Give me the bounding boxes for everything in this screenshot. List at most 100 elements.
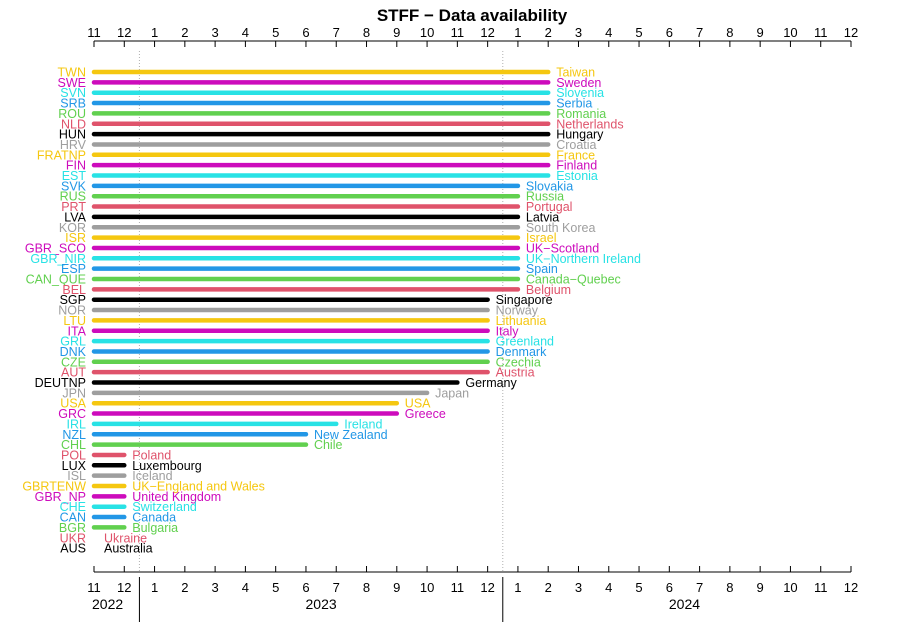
bottom-tick-label: 8 xyxy=(726,580,733,595)
country-code-label: DEUTNP xyxy=(35,376,86,390)
country-code-label: GBR_SCO xyxy=(25,241,86,255)
country-name-label: Austria xyxy=(496,366,535,380)
bottom-tick-label: 12 xyxy=(480,580,494,595)
country-name-label: Iceland xyxy=(132,469,172,483)
country-code-label: GRC xyxy=(58,407,86,421)
top-tick-label: 2 xyxy=(181,25,188,40)
country-name-label: Italy xyxy=(496,324,520,338)
country-code-labels: TWNSWESVNSRBROUNLDHUNHRVFRATNPFINESTSVKR… xyxy=(22,66,86,556)
country-code-label: KOR xyxy=(59,221,86,235)
country-code-label: FRATNP xyxy=(37,148,86,162)
top-tick-label: 1 xyxy=(514,25,521,40)
country-code-label: ROU xyxy=(58,107,86,121)
bottom-tick-label: 8 xyxy=(363,580,370,595)
year-label: 2023 xyxy=(306,596,337,612)
top-tick-label: 5 xyxy=(635,25,642,40)
availability-bars xyxy=(91,69,551,530)
country-code-label: SWE xyxy=(58,76,86,90)
top-tick-label: 10 xyxy=(783,25,797,40)
country-name-label: Slovenia xyxy=(556,86,604,100)
country-code-label: GBR_NIR xyxy=(30,252,86,266)
chart-title: STFF − Data availability xyxy=(377,6,568,25)
top-tick-label: 6 xyxy=(302,25,309,40)
country-name-label: South Korea xyxy=(526,221,596,235)
country-name-label: Estonia xyxy=(556,169,598,183)
country-name-label: Ukraine xyxy=(104,531,147,545)
country-code-label: TWN xyxy=(58,66,86,80)
top-tick-label: 11 xyxy=(451,25,465,40)
top-tick-label: 8 xyxy=(726,25,733,40)
top-tick-label: 3 xyxy=(212,25,219,40)
top-tick-label: 9 xyxy=(757,25,764,40)
country-name-label: Japan xyxy=(435,386,469,400)
country-name-label: Greece xyxy=(405,407,446,421)
country-name-label: Canada xyxy=(132,511,176,525)
country-name-label: Switzerland xyxy=(132,500,197,514)
country-code-label: DNK xyxy=(60,345,87,359)
country-name-label: Canada−Quebec xyxy=(526,273,621,287)
year-label: 2022 xyxy=(92,596,123,612)
country-code-label: NOR xyxy=(58,304,86,318)
country-code-label: NLD xyxy=(61,117,86,131)
country-name-label: Singapore xyxy=(496,293,553,307)
country-name-label: New Zealand xyxy=(314,428,388,442)
country-code-label: ITA xyxy=(67,324,86,338)
country-name-label: Ireland xyxy=(344,417,382,431)
country-code-label: CHL xyxy=(61,438,86,452)
top-tick-label: 4 xyxy=(242,25,249,40)
bottom-tick-label: 5 xyxy=(635,580,642,595)
bottom-tick-label: 4 xyxy=(242,580,249,595)
bottom-tick-label: 12 xyxy=(844,580,858,595)
country-name-label: Belgium xyxy=(526,283,571,297)
country-name-label: UK−Scotland xyxy=(526,241,599,255)
country-name-label: UK−Northern Ireland xyxy=(526,252,641,266)
country-code-label: BEL xyxy=(62,283,86,297)
country-code-label: AUT xyxy=(61,366,86,380)
bottom-tick-label: 7 xyxy=(696,580,703,595)
country-name-label: Croatia xyxy=(556,138,596,152)
country-code-label: SGP xyxy=(60,293,86,307)
country-code-label: EST xyxy=(62,169,87,183)
country-code-label: JPN xyxy=(62,386,86,400)
country-name-label: Bulgaria xyxy=(132,521,178,535)
bottom-tick-label: 5 xyxy=(272,580,279,595)
top-tick-label: 7 xyxy=(333,25,340,40)
country-name-label: Russia xyxy=(526,190,564,204)
top-tick-label: 1 xyxy=(151,25,158,40)
country-code-label: FIN xyxy=(66,159,86,173)
country-code-label: AUS xyxy=(60,542,86,556)
bottom-tick-label: 11 xyxy=(814,580,828,595)
country-name-label: Hungary xyxy=(556,128,604,142)
bottom-tick-label: 7 xyxy=(333,580,340,595)
country-code-label: SVN xyxy=(60,86,86,100)
bottom-tick-label: 2 xyxy=(545,580,552,595)
country-name-label: France xyxy=(556,148,595,162)
top-axis: 11 12 1 2 3 4 5 6 7 8 9 10 11 12 1 2 3 4 5 6 7 8 9 10 11 12 xyxy=(87,25,858,47)
bottom-tick-label: 11 xyxy=(451,580,465,595)
country-code-label: RUS xyxy=(60,190,86,204)
top-tick-label: 9 xyxy=(393,25,400,40)
country-code-label: HUN xyxy=(59,128,86,142)
bottom-tick-label: 3 xyxy=(575,580,582,595)
top-tick-label: 11 xyxy=(87,25,101,40)
top-tick-label: 7 xyxy=(696,25,703,40)
country-code-label: IRL xyxy=(67,417,87,431)
country-code-label: GBRTENW xyxy=(22,480,86,494)
year-labels: 2022 2023 2024 xyxy=(92,596,700,612)
country-name-labels: TaiwanSwedenSloveniaSerbiaRomaniaNetherl… xyxy=(104,66,641,556)
top-tick-label: 4 xyxy=(605,25,612,40)
country-name-label: Finland xyxy=(556,159,597,173)
country-code-label: PRT xyxy=(61,200,86,214)
top-tick-label: 3 xyxy=(575,25,582,40)
top-tick-label: 11 xyxy=(814,25,828,40)
country-name-label: Chile xyxy=(314,438,343,452)
country-name-label: Israel xyxy=(526,231,557,245)
top-tick-label: 10 xyxy=(420,25,434,40)
country-code-label: UKR xyxy=(60,531,86,545)
country-code-label: CZE xyxy=(61,355,86,369)
country-name-label: UK−England and Wales xyxy=(132,480,265,494)
country-code-label: ISL xyxy=(67,469,86,483)
bottom-tick-label: 1 xyxy=(514,580,521,595)
country-name-label: Lithuania xyxy=(496,314,547,328)
